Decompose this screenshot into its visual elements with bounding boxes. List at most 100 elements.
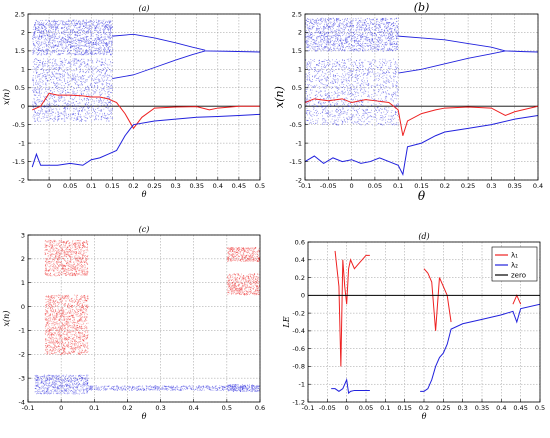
scatter-dot <box>357 104 359 106</box>
scatter-dot <box>84 98 85 100</box>
scatter-dot <box>63 89 65 91</box>
scatter-dot <box>84 62 86 64</box>
scatter-dot <box>103 31 105 33</box>
scatter-dot <box>60 27 62 29</box>
scatter-dot <box>325 21 327 23</box>
scatter-dot <box>89 99 91 101</box>
scatter-dot <box>321 34 322 36</box>
scatter-dot <box>339 24 341 26</box>
scatter-dot <box>372 50 373 52</box>
scatter-dot <box>348 33 350 34</box>
scatter-dot <box>50 25 52 27</box>
scatter-dot <box>385 42 387 43</box>
scatter-dot <box>98 119 99 121</box>
scatter-dot <box>311 92 313 94</box>
scatter-dot <box>388 82 390 84</box>
scatter-dot <box>105 58 106 60</box>
scatter-dot <box>104 96 106 98</box>
scatter-dot <box>32 89 34 91</box>
scatter-dot <box>42 113 43 115</box>
scatter-dot <box>65 104 67 106</box>
scatter-dot <box>344 97 346 99</box>
scatter-dot <box>53 26 55 28</box>
scatter-dot <box>34 118 36 120</box>
scatter-dot <box>37 83 39 85</box>
scatter-dot <box>376 106 378 108</box>
scatter-dot <box>84 120 86 121</box>
scatter-dot <box>377 67 379 68</box>
scatter-dot <box>366 40 368 42</box>
scatter-dot <box>35 27 36 28</box>
scatter-dot <box>65 111 66 113</box>
scatter-dot <box>72 106 74 107</box>
scatter-dot <box>62 41 64 43</box>
scatter-dot <box>76 83 78 85</box>
scatter-dot <box>351 40 353 42</box>
scatter-dot <box>88 71 89 73</box>
scatter-dot <box>54 76 56 78</box>
scatter-dot <box>86 80 88 82</box>
scatter-dot <box>334 33 336 35</box>
scatter-dot <box>374 25 376 27</box>
scatter-dot <box>37 106 39 107</box>
scatter-dot <box>374 117 376 119</box>
scatter-dot <box>336 102 338 104</box>
scatter-dot <box>32 106 34 108</box>
scatter-dot <box>360 38 362 40</box>
scatter-dot <box>104 28 106 30</box>
scatter-dot <box>112 90 114 92</box>
scatter-dot <box>330 46 332 48</box>
scatter-dot <box>103 23 105 24</box>
scatter-dot <box>36 42 37 43</box>
scatter-dot <box>350 40 352 42</box>
scatter-dot <box>105 44 107 46</box>
scatter-dot <box>67 50 68 52</box>
scatter-dot <box>104 49 106 50</box>
scatter-dot <box>51 37 53 39</box>
scatter-dot <box>324 39 326 41</box>
scatter-dot <box>82 107 84 109</box>
scatter-dot <box>327 48 329 50</box>
scatter-dot <box>97 24 98 25</box>
grid-b <box>304 13 539 181</box>
scatter-dot <box>78 110 80 112</box>
scatter-dot <box>349 36 350 37</box>
scatter-dot <box>368 40 370 42</box>
scatter-dot <box>305 34 307 36</box>
scatter-dot <box>36 119 38 121</box>
scatter-dot <box>389 41 391 43</box>
scatter-dot <box>361 29 363 30</box>
scatter-dot <box>371 35 373 37</box>
scatter-dot <box>36 92 37 94</box>
scatter-dot <box>390 18 392 20</box>
scatter-dot <box>50 94 52 96</box>
scatter-dot <box>320 102 322 104</box>
scatter-dot <box>73 40 75 41</box>
scatter-dot <box>103 64 105 66</box>
scatter-dot <box>110 117 112 119</box>
scatter-dot <box>379 40 381 41</box>
scatter-dot <box>36 117 38 119</box>
scatter-dot <box>39 30 41 32</box>
scatter-dot <box>62 27 64 28</box>
scatter-dot <box>91 37 92 39</box>
scatter-dot <box>61 43 63 45</box>
scatter-dot <box>61 60 63 62</box>
scatter-dot <box>76 74 78 75</box>
scatter-dot <box>316 95 318 97</box>
scatter-dot <box>377 36 379 38</box>
scatter-dot <box>68 21 70 22</box>
scatter-dot <box>378 76 380 77</box>
scatter-dot <box>320 113 321 114</box>
scatter-dot <box>81 44 83 46</box>
scatter-dot <box>333 93 335 95</box>
scatter-dot <box>33 51 35 53</box>
scatter-dot <box>326 32 327 34</box>
scatter-dot <box>43 46 45 48</box>
scatter-dot <box>86 20 87 22</box>
scatter-dot <box>338 34 340 36</box>
scatter-dot <box>363 77 364 79</box>
scatter-dot <box>92 46 94 48</box>
scatter-dot <box>97 70 99 71</box>
scatter-dot <box>396 32 398 33</box>
